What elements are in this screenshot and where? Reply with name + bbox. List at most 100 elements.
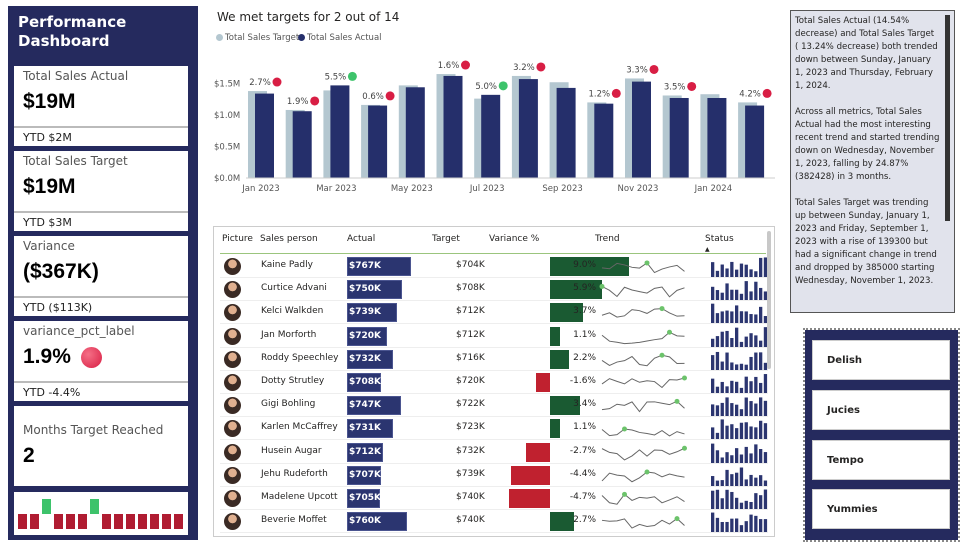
slicer-button-yummies[interactable]: Yummies bbox=[812, 489, 950, 529]
status-bar bbox=[715, 386, 720, 393]
status-bar bbox=[735, 381, 739, 393]
month-met-marker bbox=[42, 499, 51, 514]
bar-actual[interactable] bbox=[330, 85, 350, 178]
variance-bar bbox=[550, 396, 580, 416]
status-bar bbox=[739, 387, 744, 393]
status-bar bbox=[754, 443, 758, 463]
trend-sparkline bbox=[601, 399, 685, 413]
sales-person-name: Madelene Upcott bbox=[261, 492, 338, 502]
table-row[interactable]: Karlen McCaffrey $731K $723K 1.1% bbox=[220, 417, 768, 441]
trend-peak-marker bbox=[659, 352, 665, 358]
legend-item-actual[interactable]: Total Sales Actual bbox=[298, 33, 382, 43]
status-bar bbox=[763, 291, 768, 301]
bar-actual[interactable] bbox=[745, 105, 765, 178]
y-tick-label: $0.5M bbox=[214, 143, 240, 153]
legend-dot-icon bbox=[216, 34, 223, 41]
col-header-picture[interactable]: Picture bbox=[222, 234, 253, 244]
status-bar bbox=[725, 426, 729, 440]
y-tick-label: $0.0M bbox=[214, 174, 240, 184]
table-row[interactable]: Husein Augar $712K $732K -2.7% bbox=[220, 441, 768, 464]
bar-actual[interactable] bbox=[368, 105, 388, 178]
status-bar bbox=[720, 361, 724, 370]
status-bar bbox=[744, 521, 748, 533]
avatar bbox=[224, 327, 241, 345]
table-row[interactable]: Kaine Padly $767K $704K 9.0% bbox=[220, 255, 768, 278]
status-bar bbox=[763, 480, 768, 486]
status-bar bbox=[739, 467, 744, 486]
bar-actual[interactable] bbox=[443, 75, 463, 178]
col-header-sales-person[interactable]: Sales person bbox=[260, 234, 318, 244]
table-row[interactable]: Roddy Speechley $732K $716K 2.2% bbox=[220, 348, 768, 371]
table-row[interactable]: Kelci Walkden $739K $712K 3.7% bbox=[220, 301, 768, 325]
month-missed-marker bbox=[66, 514, 75, 529]
col-header-actual[interactable]: Actual bbox=[347, 234, 376, 244]
table-row[interactable]: Dotty Strutley $708K $720K -1.6% bbox=[220, 371, 768, 394]
month-met-marker bbox=[90, 499, 99, 514]
bar-actual[interactable] bbox=[481, 94, 501, 178]
table-row[interactable]: Beverie Moffet $760K $740K 2.7% bbox=[220, 510, 768, 534]
variance-value: 3.4% bbox=[573, 399, 596, 410]
status-bar bbox=[735, 269, 739, 277]
narrative-paragraph: Total Sales Target was trending up betwe… bbox=[795, 198, 937, 286]
variance-bar bbox=[535, 373, 550, 392]
table-row[interactable]: Gigi Bohling $747K $722K 3.4% bbox=[220, 394, 768, 418]
col-header-trend[interactable]: Trend bbox=[595, 234, 620, 244]
status-bar bbox=[725, 283, 729, 301]
status-bar bbox=[754, 314, 758, 324]
status-bar bbox=[749, 474, 753, 486]
status-bar bbox=[735, 497, 739, 509]
sales-person-name: Husein Augar bbox=[261, 445, 322, 456]
bar-actual[interactable] bbox=[632, 81, 651, 178]
slicer-button-tempo[interactable]: Tempo bbox=[812, 440, 950, 480]
status-dot-icon bbox=[272, 77, 282, 87]
status-bar bbox=[715, 351, 720, 370]
col-header-variance[interactable]: Variance % bbox=[489, 234, 540, 244]
status-bar bbox=[715, 433, 720, 440]
bar-actual[interactable] bbox=[707, 97, 727, 178]
bar-actual[interactable] bbox=[405, 87, 425, 178]
status-dot-icon bbox=[762, 88, 772, 98]
status-bar bbox=[739, 454, 744, 463]
table-row[interactable]: Madelene Upcott $705K $740K -4.7% bbox=[220, 487, 768, 510]
data-label: 2.7% bbox=[249, 78, 271, 88]
status-bar bbox=[754, 271, 758, 277]
status-bar bbox=[739, 363, 744, 370]
variance-value: 1.1% bbox=[573, 329, 596, 340]
status-bar bbox=[739, 263, 744, 277]
variance-bar bbox=[550, 257, 630, 276]
table-row[interactable]: Jan Morforth $720K $712K 1.1% bbox=[220, 325, 768, 348]
trend-sparkline bbox=[601, 516, 685, 529]
target-value: $704K bbox=[456, 260, 485, 270]
bar-actual[interactable] bbox=[669, 97, 689, 178]
avatar bbox=[224, 513, 241, 531]
trend-sparkline bbox=[599, 284, 685, 298]
col-header-target[interactable]: Target bbox=[432, 234, 460, 244]
table-row[interactable]: Jehu Rudeforth $707K $739K -4.4% bbox=[220, 464, 768, 487]
status-column-chart bbox=[711, 257, 768, 277]
target-value: $740K bbox=[456, 515, 485, 526]
bar-actual[interactable] bbox=[255, 93, 274, 178]
status-bar bbox=[749, 314, 753, 324]
slicer-button-jucies[interactable]: Jucies bbox=[812, 390, 950, 430]
col-header-status[interactable]: Status bbox=[705, 234, 734, 244]
status-bar bbox=[715, 518, 720, 533]
salesperson-table: Picture Sales person Actual Target Varia… bbox=[213, 226, 775, 537]
status-bar bbox=[744, 446, 748, 463]
trend-peak-marker bbox=[682, 445, 687, 451]
status-bar bbox=[711, 378, 715, 393]
variance-bar bbox=[550, 280, 602, 300]
slicer-button-delish[interactable]: Delish bbox=[812, 340, 950, 380]
legend-item-target[interactable]: Total Sales Target bbox=[216, 33, 299, 43]
table-row[interactable]: Curtice Advani $750K $708K 5.9% bbox=[220, 278, 768, 302]
bar-actual[interactable] bbox=[556, 87, 576, 178]
table-scrollbar[interactable] bbox=[767, 231, 771, 369]
narrative-scrollbar[interactable] bbox=[945, 15, 950, 221]
bar-actual[interactable] bbox=[292, 111, 312, 178]
trend-line bbox=[601, 471, 685, 483]
bar-actual[interactable] bbox=[594, 103, 614, 178]
status-column-chart bbox=[711, 397, 768, 417]
bar-actual[interactable] bbox=[518, 79, 538, 178]
status-bar bbox=[763, 489, 768, 509]
target-value: $723K bbox=[456, 422, 485, 433]
status-column-chart bbox=[711, 351, 768, 370]
